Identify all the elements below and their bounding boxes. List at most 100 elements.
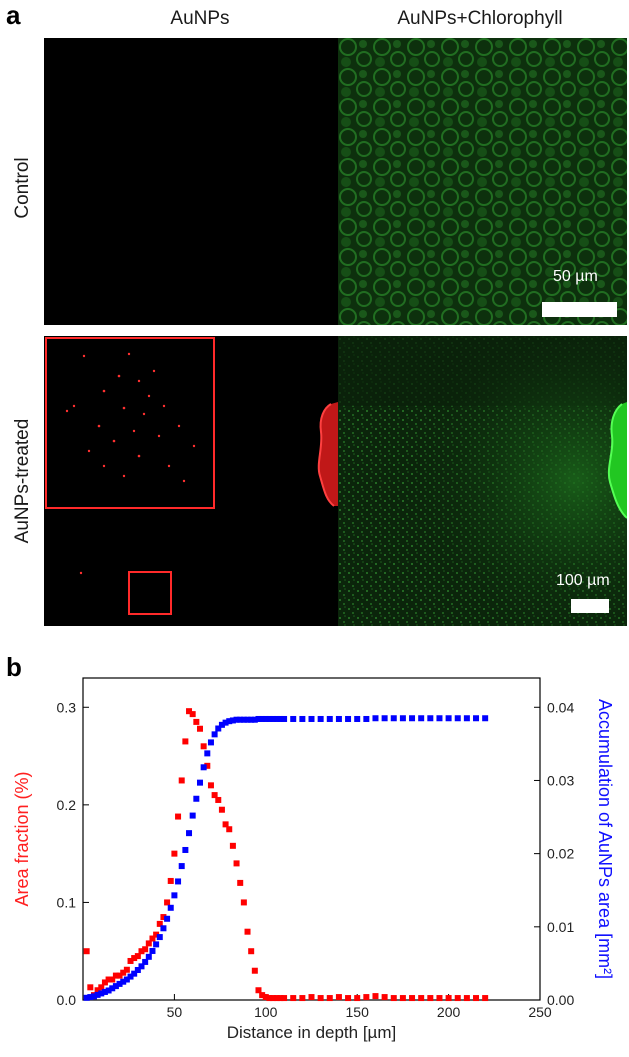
panel-b-letter: b [6, 652, 22, 682]
accumulation-point [418, 715, 425, 722]
area-fraction-point [273, 995, 280, 1002]
accumulation-point [273, 715, 280, 722]
micrograph-treated-chlorophyll: 100 µm [338, 336, 627, 626]
x-tick-label: 50 [167, 1004, 183, 1020]
accumulation-point [120, 978, 127, 985]
area-fraction-point [399, 995, 406, 1002]
accumulation-point [281, 715, 288, 722]
accumulation-point [175, 878, 182, 885]
area-fraction-point [266, 995, 273, 1002]
area-fraction-point [409, 995, 416, 1002]
area-fraction-point [381, 994, 388, 1001]
area-fraction-point [345, 995, 352, 1002]
y-left-tick-label: 0.2 [57, 797, 77, 813]
chart-marks [83, 708, 489, 1002]
area-fraction-point [101, 979, 108, 986]
row-label-control: Control [12, 157, 33, 219]
y-right-tick-label: 0.01 [547, 919, 574, 935]
accumulation-point [167, 904, 174, 911]
accumulation-point [436, 715, 443, 722]
row-label-aunps-treated: AuNPs-treated [12, 418, 33, 544]
accumulation-point [482, 715, 489, 722]
y-left-tick-label: 0.0 [57, 992, 77, 1008]
column-label-aunps: AuNPs [170, 8, 230, 29]
area-fraction-point [427, 995, 434, 1002]
area-fraction-point [116, 972, 123, 979]
area-fraction-point [175, 813, 182, 820]
accumulation-point [240, 716, 247, 723]
scale-bar-100um [571, 599, 609, 613]
area-fraction-point [211, 792, 218, 799]
micrograph-control-chlorophyll: 50 µm [338, 38, 627, 325]
accumulation-point [142, 958, 149, 965]
area-fraction-point [473, 995, 480, 1002]
area-fraction-point [153, 931, 160, 938]
accumulation-point [266, 715, 273, 722]
scale-label-100um: 100 µm [556, 572, 610, 589]
area-fraction-point [83, 948, 90, 955]
accumulation-point [345, 715, 352, 722]
accumulation-point [270, 715, 277, 722]
accumulation-point [153, 941, 160, 948]
y-left-tick-label: 0.1 [57, 894, 77, 910]
area-fraction-point [204, 762, 211, 769]
area-fraction-point [335, 994, 342, 1001]
accumulation-point [390, 715, 397, 722]
area-fraction-point [482, 995, 489, 1002]
accumulation-point [427, 715, 434, 722]
accumulation-point [156, 934, 163, 941]
depth-profile-chart: 50 100 150 200 250 0.0 0.1 0.2 0.3 0.00 0.01 0.02 0.… [12, 677, 615, 1042]
area-fraction-point [134, 953, 141, 960]
area-fraction-point [127, 957, 134, 964]
area-fraction-point [454, 995, 461, 1002]
area-fraction-point [160, 914, 167, 921]
area-fraction-point [354, 995, 361, 1002]
area-fraction-point [218, 806, 225, 813]
accumulation-point [211, 731, 218, 738]
area-fraction-point [326, 995, 333, 1002]
accumulation-point [473, 715, 480, 722]
accumulation-point [171, 892, 178, 899]
area-fraction-point [145, 940, 152, 947]
accumulation-point [105, 987, 112, 994]
area-fraction-point [164, 899, 171, 906]
x-tick-label: 100 [254, 1004, 278, 1020]
area-fraction-point [178, 777, 185, 784]
area-fraction-point [445, 995, 452, 1002]
accumulation-point [222, 719, 229, 726]
area-fraction-point [262, 994, 269, 1001]
area-fraction-point [98, 984, 105, 991]
accumulation-point [87, 994, 94, 1001]
y-right-tick-label: 0.03 [547, 772, 574, 788]
area-fraction-point [390, 995, 397, 1002]
scale-bar-50um [542, 302, 617, 317]
area-fraction-point [436, 995, 443, 1002]
accumulation-point [229, 717, 236, 724]
panel-a-letter: a [6, 0, 21, 30]
accumulation-point [131, 970, 138, 977]
accumulation-point [193, 795, 200, 802]
area-fraction-point [363, 994, 370, 1001]
accumulation-point [164, 915, 171, 922]
scale-label-50um: 50 µm [553, 268, 598, 285]
accumulation-point [317, 715, 324, 722]
micrograph-treated-aunps [44, 336, 338, 626]
accumulation-point [233, 716, 240, 723]
area-fraction-point [259, 992, 266, 999]
area-fraction-point [299, 995, 306, 1002]
x-tick-label: 150 [346, 1004, 370, 1020]
area-fraction-point [196, 725, 203, 732]
area-fraction-point [226, 826, 233, 833]
area-fraction-point [372, 993, 379, 1000]
area-fraction-point [87, 984, 94, 991]
accumulation-point [251, 716, 258, 723]
accumulation-point [445, 715, 452, 722]
accumulation-point [101, 988, 108, 995]
area-fraction-point [229, 842, 236, 849]
accumulation-point [186, 830, 193, 837]
accumulation-point [226, 718, 233, 725]
area-fraction-point [193, 718, 200, 725]
area-fraction-point [463, 995, 470, 1002]
accumulation-point [90, 993, 97, 1000]
area-fraction-point [149, 935, 156, 942]
